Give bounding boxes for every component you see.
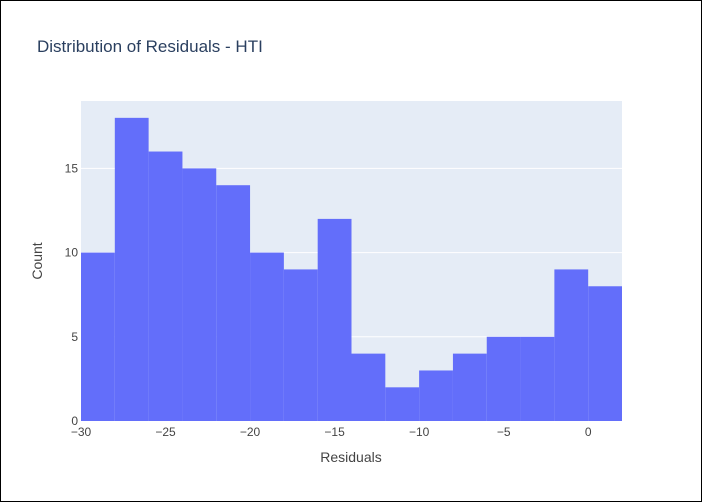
x-tick-label: −20 bbox=[240, 425, 261, 439]
x-axis-ticks: −30 −25 −20 −15 −10 −5 0 bbox=[71, 425, 592, 439]
y-tick-label: 15 bbox=[65, 161, 79, 175]
y-axis-title: Count bbox=[29, 242, 45, 279]
histogram-bar bbox=[351, 353, 386, 421]
x-tick-label: −15 bbox=[324, 425, 345, 439]
y-tick-label: 5 bbox=[71, 330, 78, 344]
x-tick-label: 0 bbox=[585, 425, 592, 439]
y-tick-label: 0 bbox=[71, 414, 78, 428]
histogram-bar bbox=[554, 269, 589, 421]
chart-title: Distribution of Residuals - HTI bbox=[37, 37, 263, 56]
histogram-bar bbox=[148, 151, 183, 422]
histogram-bar bbox=[588, 286, 622, 421]
x-axis-title: Residuals bbox=[320, 449, 381, 465]
histogram-bar bbox=[81, 252, 115, 421]
histogram-bar bbox=[419, 370, 453, 421]
histogram-bars bbox=[81, 117, 622, 422]
x-tick-label: −30 bbox=[71, 425, 92, 439]
x-tick-label: −5 bbox=[497, 425, 511, 439]
y-tick-label: 10 bbox=[65, 246, 79, 260]
histogram-bar bbox=[216, 185, 251, 421]
histogram-bar bbox=[486, 336, 521, 421]
histogram-bar bbox=[317, 218, 352, 421]
x-tick-label: −10 bbox=[409, 425, 430, 439]
y-axis-ticks: 0 5 10 15 bbox=[65, 161, 79, 428]
histogram-bar bbox=[452, 353, 487, 421]
x-tick-label: −25 bbox=[155, 425, 176, 439]
histogram-bar bbox=[114, 117, 149, 421]
histogram-bar bbox=[250, 252, 284, 421]
histogram-bar bbox=[283, 269, 318, 421]
histogram-bar bbox=[385, 387, 420, 421]
histogram-bar bbox=[182, 168, 217, 421]
histogram-bar bbox=[520, 336, 555, 421]
